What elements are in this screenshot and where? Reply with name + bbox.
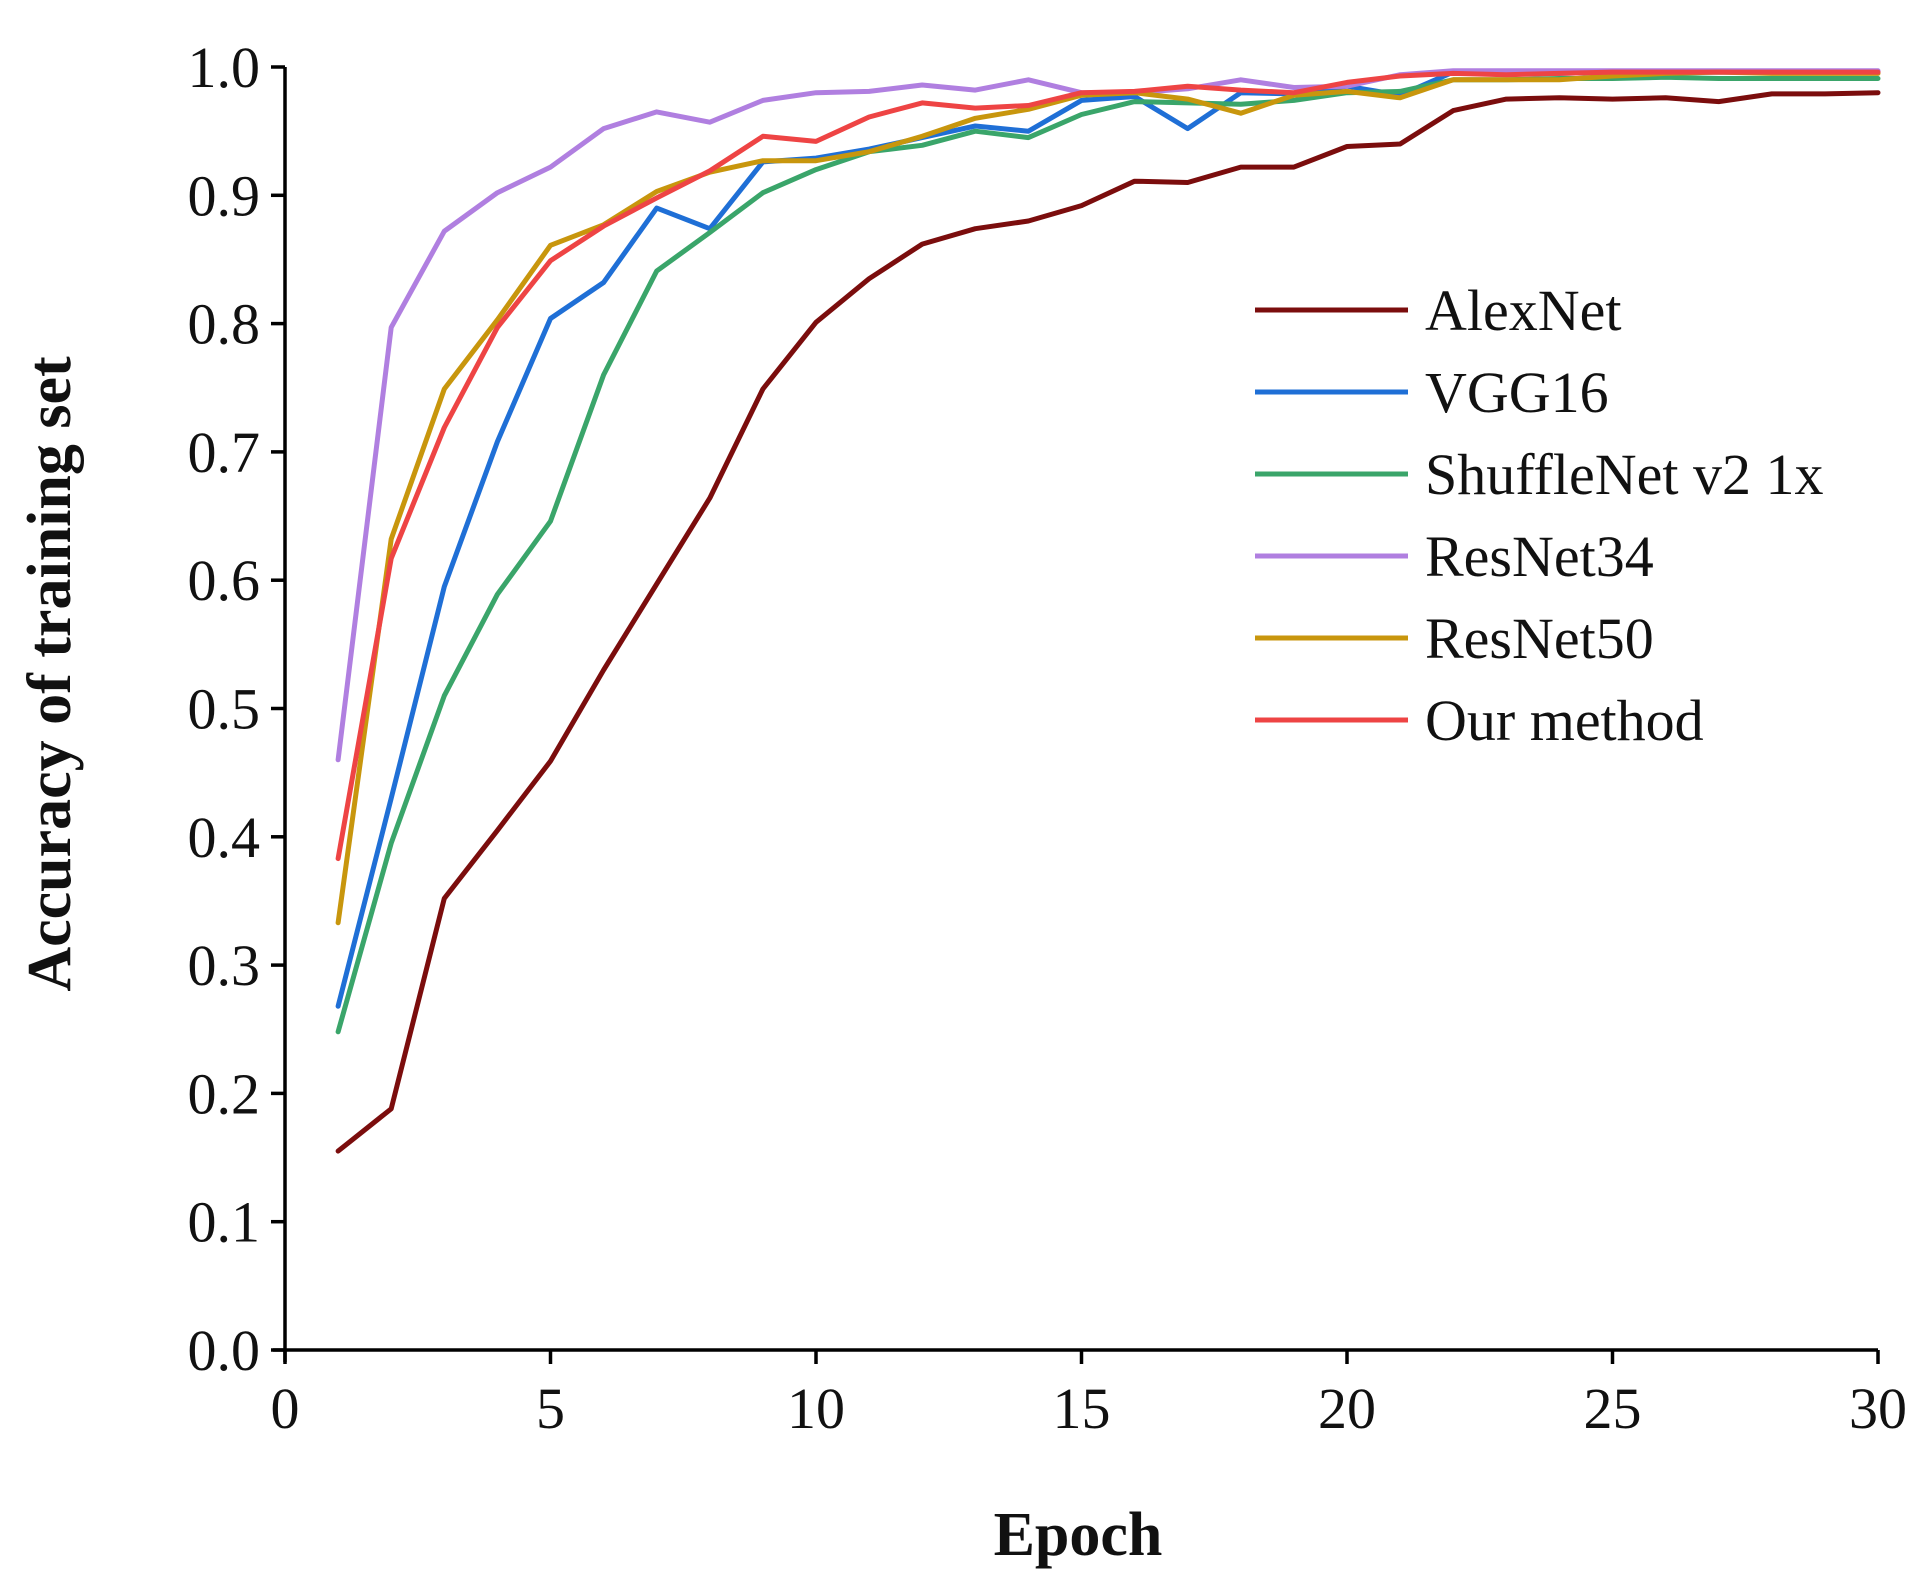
x-tick-label: 5 bbox=[536, 1376, 565, 1441]
y-tick-label: 0.1 bbox=[188, 1190, 261, 1255]
x-tick-label: 20 bbox=[1318, 1376, 1376, 1441]
x-tick-label: 25 bbox=[1584, 1376, 1642, 1441]
series-line-alexnet bbox=[335, 90, 1881, 1154]
y-tick-label: 0.6 bbox=[188, 548, 261, 613]
y-tick-label: 0.3 bbox=[188, 933, 261, 998]
x-axis-ticks: 0 5 10 15 20 25 30 bbox=[271, 1350, 1907, 1441]
series-line-our-method bbox=[335, 69, 1881, 862]
y-axis-title: Accuracy of training set bbox=[16, 356, 84, 992]
legend-label-vgg16: VGG16 bbox=[1425, 360, 1609, 425]
y-tick-label: 0.8 bbox=[188, 292, 261, 357]
x-tick-label: 10 bbox=[787, 1376, 845, 1441]
axes bbox=[273, 67, 1878, 1362]
x-axis-title: Epoch bbox=[994, 1501, 1163, 1569]
legend: AlexNet VGG16 ShuffleNet v2 1x ResNet34 ResN… bbox=[1255, 278, 1823, 753]
y-tick-label: 0.5 bbox=[188, 677, 261, 742]
x-tick-label: 15 bbox=[1053, 1376, 1111, 1441]
y-tick-label: 0.2 bbox=[188, 1061, 261, 1126]
series-line-shufflenet-v2-1x bbox=[335, 74, 1881, 1035]
y-axis-ticks: 0.0 0.1 0.2 0.3 0.4 0.5 0.6 0.7 0.8 0.9 1.0 bbox=[188, 35, 285, 1383]
legend-label-resnet50: ResNet50 bbox=[1425, 606, 1654, 671]
y-tick-label: 0.0 bbox=[188, 1318, 261, 1383]
legend-label-shufflenet-v2-1x: ShuffleNet v2 1x bbox=[1425, 442, 1823, 507]
y-tick-label: 1.0 bbox=[188, 35, 261, 100]
y-tick-label: 0.7 bbox=[188, 420, 261, 485]
legend-label-resnet34: ResNet34 bbox=[1425, 524, 1654, 589]
x-tick-label: 0 bbox=[271, 1376, 300, 1441]
y-tick-label: 0.9 bbox=[188, 163, 261, 228]
legend-label-our-method: Our method bbox=[1425, 688, 1704, 753]
y-tick-label: 0.4 bbox=[188, 805, 261, 870]
legend-label-alexnet: AlexNet bbox=[1425, 278, 1622, 343]
x-tick-label: 30 bbox=[1849, 1376, 1907, 1441]
series-layer bbox=[335, 68, 1881, 1154]
